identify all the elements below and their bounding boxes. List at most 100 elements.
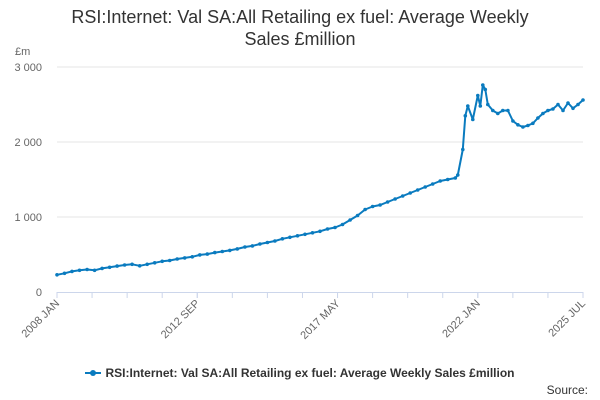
data-point[interactable] — [333, 225, 337, 230]
data-point[interactable] — [556, 102, 560, 107]
data-point[interactable] — [250, 244, 255, 248]
data-point[interactable] — [430, 182, 435, 186]
data-point[interactable] — [325, 227, 330, 231]
data-point[interactable] — [463, 114, 468, 118]
y-tick-label: 3 000 — [14, 62, 42, 74]
data-point[interactable] — [70, 269, 74, 274]
legend: RSI:Internet: Val SA:All Retailing ex fu… — [0, 366, 600, 382]
data-point[interactable] — [370, 204, 375, 209]
data-point[interactable] — [506, 108, 510, 113]
data-point[interactable] — [85, 267, 89, 272]
x-tick-label: 2025 JUL — [546, 298, 588, 340]
data-point[interactable] — [175, 257, 179, 261]
data-point[interactable] — [190, 254, 195, 259]
data-point[interactable] — [137, 264, 142, 268]
data-point[interactable] — [453, 176, 458, 180]
data-point[interactable] — [235, 247, 240, 251]
data-point[interactable] — [160, 259, 164, 264]
data-point[interactable] — [461, 147, 465, 152]
data-point[interactable] — [288, 235, 292, 240]
data-point[interactable] — [167, 258, 172, 263]
series-layer — [55, 83, 585, 277]
data-point[interactable] — [408, 191, 413, 195]
data-point[interactable] — [205, 252, 210, 256]
data-point[interactable] — [182, 256, 187, 260]
data-point[interactable] — [62, 271, 67, 276]
data-point[interactable] — [438, 179, 443, 183]
data-point[interactable] — [385, 200, 390, 204]
data-point[interactable] — [481, 83, 485, 87]
data-point[interactable] — [130, 262, 134, 267]
data-point[interactable] — [152, 261, 157, 265]
data-point[interactable] — [363, 207, 367, 212]
data-point[interactable] — [566, 101, 570, 105]
data-point[interactable] — [348, 218, 352, 222]
data-point[interactable] — [415, 188, 420, 192]
data-point[interactable] — [501, 108, 505, 113]
data-point[interactable] — [516, 123, 520, 127]
chart-title: RSI:Internet: Val SA:All Retailing ex fu… — [0, 6, 600, 50]
data-point[interactable] — [511, 119, 515, 123]
data-point[interactable] — [466, 104, 470, 108]
data-point[interactable] — [220, 249, 225, 254]
data-point[interactable] — [561, 108, 565, 113]
data-point[interactable] — [100, 266, 104, 271]
chart-title-line-2: Sales £million — [244, 29, 356, 49]
data-point[interactable] — [456, 173, 460, 177]
data-point[interactable] — [273, 239, 277, 243]
y-unit-label: £m — [15, 46, 30, 58]
data-point[interactable] — [77, 268, 82, 273]
data-point[interactable] — [122, 263, 127, 267]
data-point[interactable] — [478, 104, 483, 108]
data-point[interactable] — [536, 116, 540, 120]
data-point[interactable] — [531, 121, 535, 126]
data-point[interactable] — [551, 107, 555, 111]
data-point[interactable] — [378, 203, 382, 207]
data-point[interactable] — [258, 242, 262, 246]
data-point[interactable] — [571, 106, 575, 111]
source-label: Source: — [546, 383, 588, 397]
data-point[interactable] — [107, 265, 112, 270]
data-point[interactable] — [92, 268, 97, 273]
data-point[interactable] — [115, 264, 119, 268]
data-point[interactable] — [355, 213, 360, 218]
data-point[interactable] — [541, 111, 545, 116]
data-point[interactable] — [213, 250, 217, 255]
data-point[interactable] — [576, 102, 580, 107]
y-tick-label: 1 000 — [14, 212, 42, 224]
data-point[interactable] — [55, 273, 59, 277]
data-point[interactable] — [303, 232, 307, 237]
data-point[interactable] — [521, 125, 525, 129]
data-point[interactable] — [581, 98, 585, 102]
data-point[interactable] — [526, 123, 530, 128]
gridlines — [57, 66, 583, 218]
data-point[interactable] — [145, 262, 149, 267]
data-point[interactable] — [445, 177, 450, 182]
data-point[interactable] — [476, 93, 480, 98]
data-point[interactable] — [318, 229, 322, 234]
y-tick-label: 2 000 — [14, 137, 42, 149]
data-point[interactable] — [471, 117, 475, 122]
data-point[interactable] — [265, 240, 270, 245]
data-point[interactable] — [295, 234, 300, 238]
x-tick-label: 2008 JAN — [19, 298, 62, 341]
data-point[interactable] — [198, 253, 202, 257]
data-point[interactable] — [340, 222, 345, 227]
data-point[interactable] — [546, 108, 550, 113]
data-point[interactable] — [393, 197, 397, 201]
legend-line-marker-icon — [85, 367, 102, 379]
data-point[interactable] — [491, 108, 495, 113]
data-point[interactable] — [243, 245, 247, 249]
data-point[interactable] — [228, 248, 232, 253]
data-point[interactable] — [400, 194, 405, 198]
x-tick-label: 2012 SEP — [159, 298, 203, 342]
data-point[interactable] — [310, 231, 315, 235]
data-point[interactable] — [483, 87, 488, 92]
data-point[interactable] — [280, 237, 285, 241]
data-point[interactable] — [486, 102, 490, 107]
data-point[interactable] — [423, 185, 428, 189]
x-tick-label: 2022 JAN — [440, 298, 483, 341]
legend-item-series[interactable]: RSI:Internet: Val SA:All Retailing ex fu… — [85, 366, 515, 380]
data-point[interactable] — [496, 111, 500, 116]
